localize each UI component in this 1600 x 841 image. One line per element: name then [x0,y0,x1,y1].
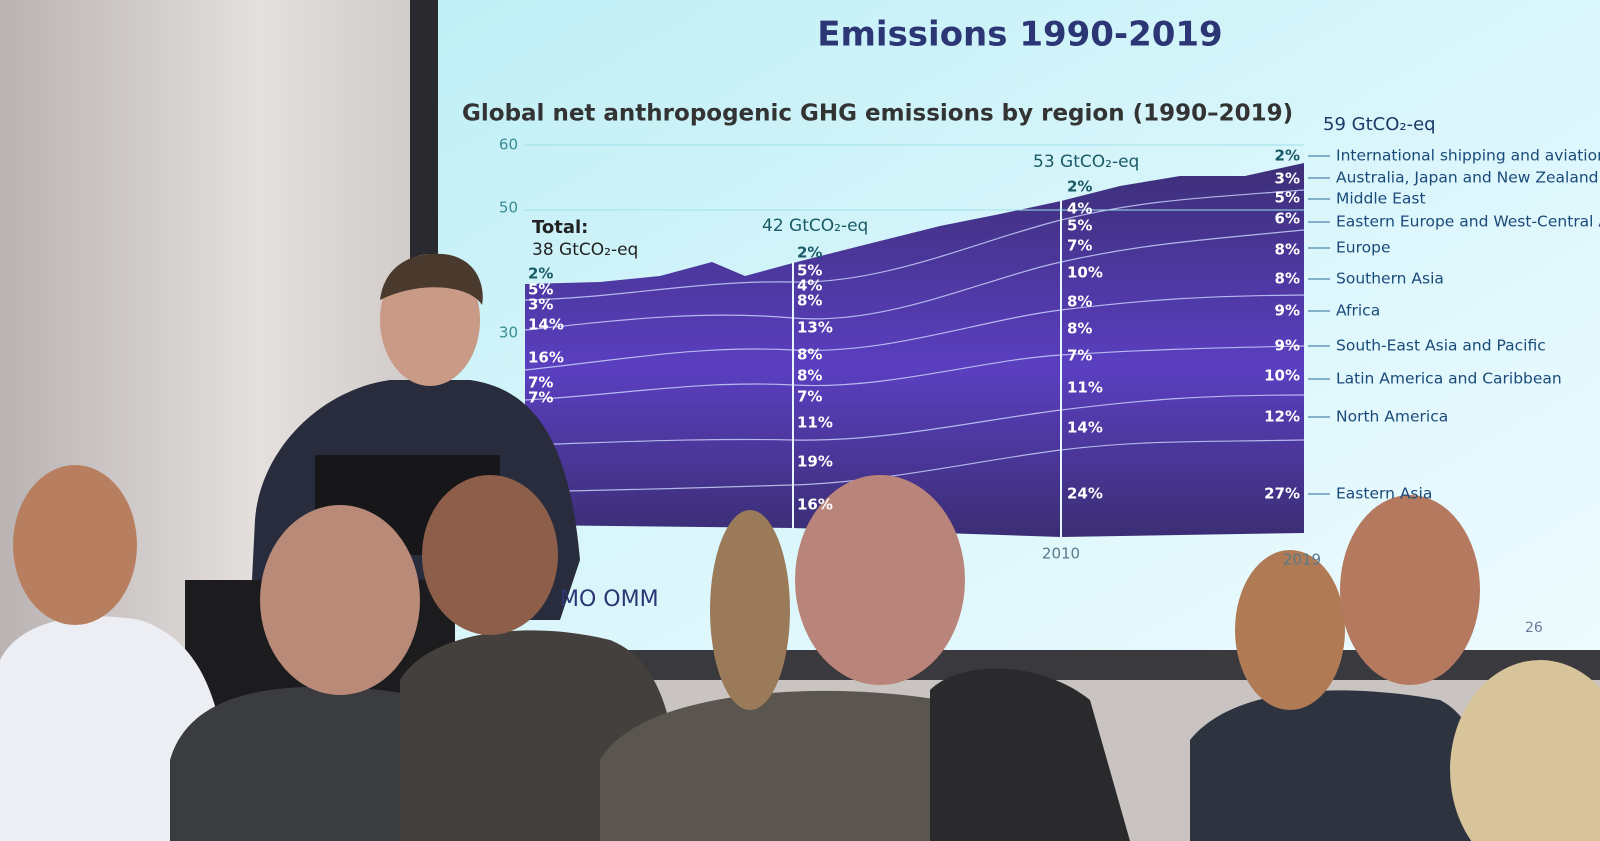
share-label: 9% [1275,337,1300,355]
share-label: 5% [1275,189,1300,207]
share-label: 7% [797,388,822,406]
region-label: International shipping and aviation [1336,147,1600,165]
share-label: 8% [797,346,822,364]
share-label: 8% [1275,241,1300,259]
share-label: 19% [797,453,833,471]
share-label: 3% [528,296,553,314]
annotation: Total: [532,217,588,238]
share-label: 2% [797,244,822,262]
share-label: 8% [1275,270,1300,288]
share-label: 5% [1067,217,1092,235]
region-label: Southern Asia [1336,270,1444,288]
annotation: 42 GtCO₂-eq [762,216,868,236]
logo: MO OMM [560,587,659,612]
year-dividers [792,200,1062,537]
annotation: 59 GtCO₂-eq [1323,114,1436,135]
region-label: South-East Asia and Pacific [1336,337,1546,355]
share-label: 12% [1264,408,1300,426]
share-label: 10% [1264,367,1300,385]
share-label: 8% [797,292,822,310]
share-label: 2% [1067,178,1092,196]
share-label: 5% [528,281,553,299]
share-label: 13% [797,319,833,337]
share-label: 14% [528,316,564,334]
y-tick-label: 50 [499,199,518,217]
stacked-area [525,163,1304,537]
x-label: 2019 [1283,551,1321,569]
share-label: 7% [1067,237,1092,255]
share-label: 9% [1275,302,1300,320]
share-label: 8% [1067,320,1092,338]
share-label: 4% [1067,200,1092,218]
region-label: Australia, Japan and New Zealand [1336,169,1599,187]
share-label: 6% [1275,210,1300,228]
share-label: 8% [1067,293,1092,311]
slide-title: Emissions 1990-2019 [817,15,1222,55]
annotation: 53 GtCO₂-eq [1033,152,1139,172]
annotation: 38 GtCO₂-eq [532,240,638,260]
share-label: 16% [797,496,833,514]
region-label: Europe [1336,239,1391,257]
share-label: 5% [797,262,822,280]
share-label: 16% [528,349,564,367]
audience [0,253,1600,841]
share-label: 24% [1067,485,1103,503]
share-label: 10% [1067,264,1103,282]
region-label: North America [1336,408,1448,426]
share-label: 2% [1275,147,1300,165]
share-label: 7% [528,374,553,392]
region-label: Middle East [1336,190,1426,208]
share-label: 3% [1275,170,1300,188]
share-label: 11% [797,414,833,432]
share-label: 7% [528,389,553,407]
share-label: 14% [1067,419,1103,437]
region-label: Eastern Asia [1336,485,1432,503]
y-tick-label: 60 [499,136,518,154]
share-label: 2% [528,265,553,283]
share-label: 11% [1067,379,1103,397]
region-label: Eastern Europe and West-Central Asia [1336,213,1600,231]
share-label: 8% [797,367,822,385]
share-label: 4% [797,277,822,295]
share-label: 7% [1067,347,1092,365]
chart-title: Global net anthropogenic GHG emissions b… [462,101,1293,127]
y-tick-label: 30 [499,324,518,342]
region-label: Africa [1336,302,1380,320]
x-label: 2010 [1042,545,1080,563]
band-lines [524,189,1305,493]
page-number: 26 [1525,620,1543,636]
region-label: Latin America and Caribbean [1336,370,1562,388]
share-label: 27% [1264,485,1300,503]
gridlines [525,144,1304,211]
